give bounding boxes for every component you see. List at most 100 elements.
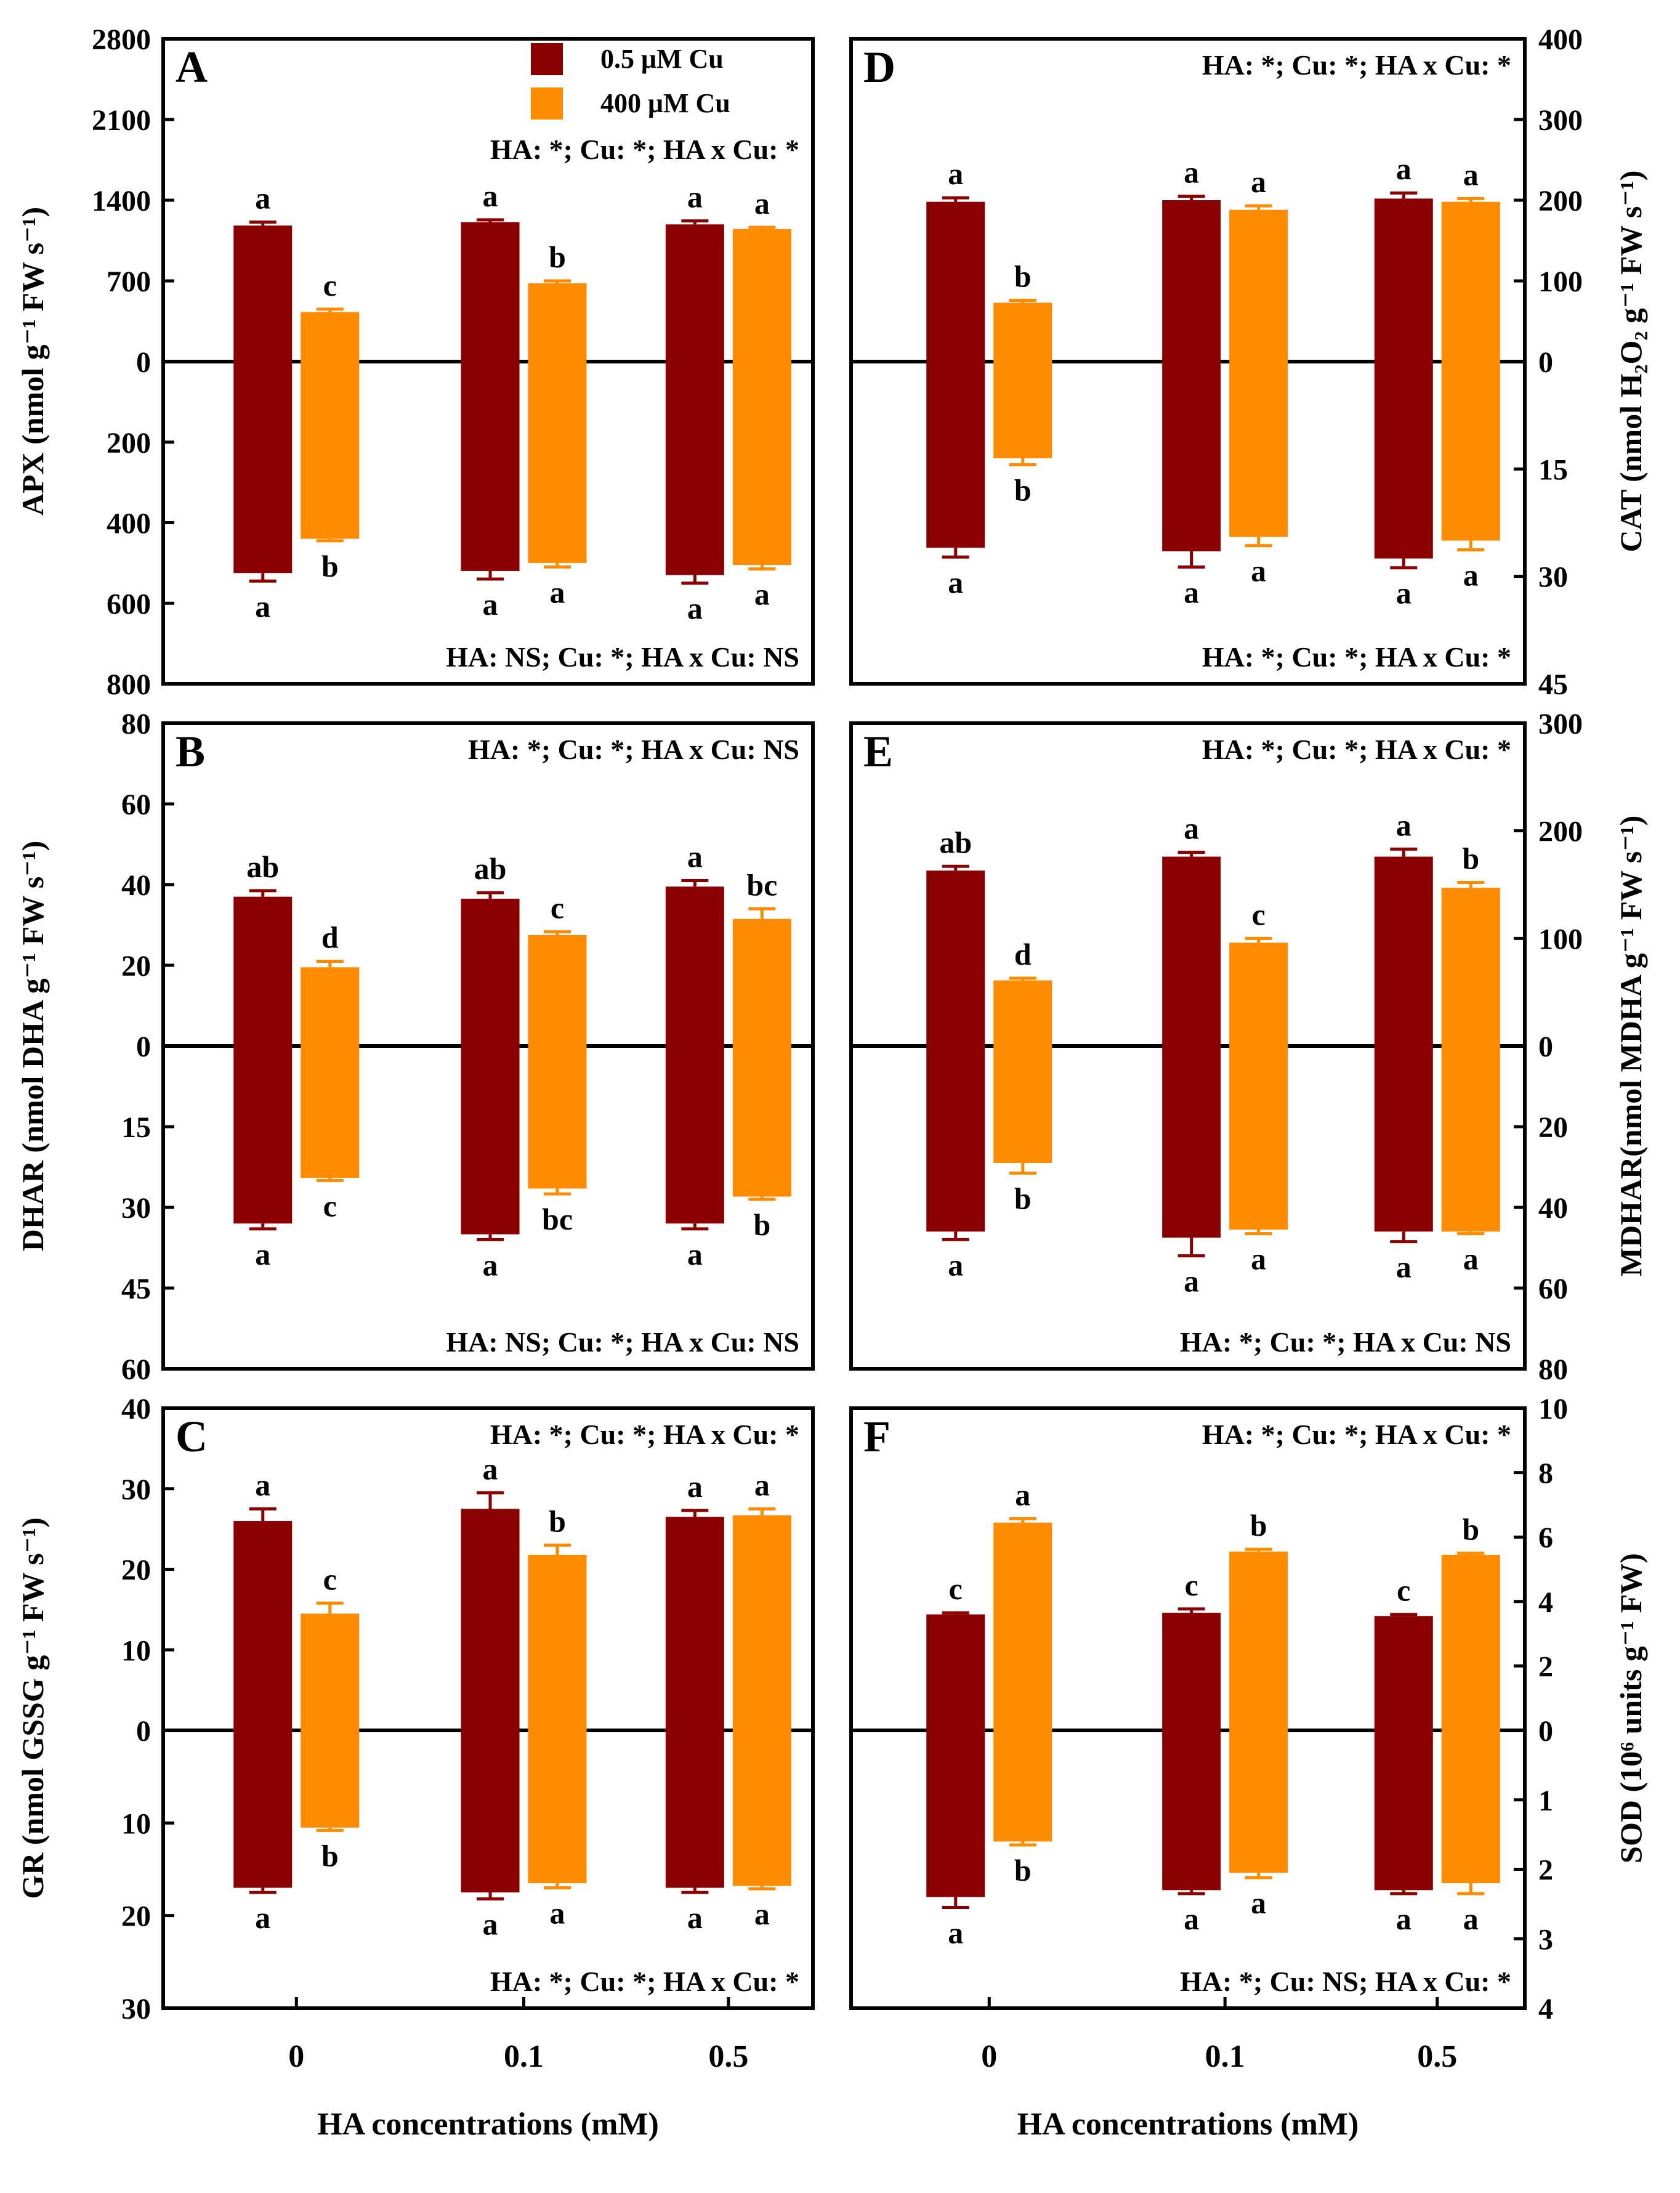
bar-top-low-cu	[233, 896, 293, 1046]
y-tick-label: 1400	[92, 185, 151, 217]
significance-letter: b	[1014, 1181, 1032, 1215]
y-tick-label: 30	[121, 1473, 151, 1506]
bar-top-high-cu	[1229, 942, 1288, 1046]
significance-letter: c	[551, 891, 564, 925]
significance-letter: a	[948, 565, 963, 599]
bar-top-low-cu	[1374, 198, 1433, 362]
bar-bottom-high-cu	[1229, 1046, 1288, 1230]
bar-bottom-low-cu	[926, 1046, 985, 1232]
significance-letter: a	[255, 1467, 270, 1502]
significance-letter: a	[1463, 157, 1479, 192]
bar-bottom-low-cu	[461, 1730, 520, 1893]
y-tick-label: 15	[1538, 453, 1568, 486]
bar-bottom-low-cu	[1374, 1730, 1433, 1891]
bar-bottom-low-cu	[665, 1730, 724, 1888]
y-tick-label: 300	[1538, 708, 1583, 740]
y-tick-label: 2	[1538, 1650, 1553, 1683]
bar-top-low-cu	[233, 1521, 293, 1730]
y-tick-label: 3	[1538, 1923, 1553, 1956]
y-tick-label: 0	[136, 1715, 151, 1748]
y-tick-label: 30	[1538, 561, 1568, 594]
y-tick-label: 60	[121, 788, 151, 821]
stats-annotation-top: HA: *; Cu: *; HA x Cu: *	[1202, 734, 1511, 765]
x-tick-label: 0	[288, 2039, 304, 2074]
significance-letter: a	[687, 180, 703, 214]
significance-letter: a	[754, 1467, 770, 1502]
panel-letter: E	[863, 727, 893, 776]
panel-letter: F	[863, 1412, 890, 1461]
significance-letter: a	[948, 1916, 963, 1950]
y-tick-label: 10	[121, 1634, 151, 1667]
significance-letter: a	[1184, 575, 1199, 610]
significance-letter: c	[323, 1562, 337, 1596]
x-tick-label: 0	[981, 2039, 997, 2074]
y-tick-label: 400	[1538, 23, 1583, 56]
significance-letter: a	[483, 587, 498, 622]
significance-letter: b	[549, 240, 566, 274]
bar-top-high-cu	[301, 1613, 360, 1730]
significance-letter: b	[1014, 259, 1032, 293]
significance-letter: a	[1184, 1902, 1199, 1936]
stats-annotation-top: HA: *; Cu: *; HA x Cu: *	[490, 134, 799, 165]
bar-bottom-low-cu	[461, 362, 520, 571]
bar-top-low-cu	[665, 1517, 724, 1730]
significance-letter: b	[1462, 841, 1479, 876]
significance-letter: b	[1014, 472, 1032, 507]
bar-bottom-low-cu	[1374, 1046, 1433, 1232]
bar-bottom-high-cu	[1229, 1730, 1288, 1873]
stats-annotation-bottom: HA: *; Cu: *; HA x Cu: NS	[1180, 1326, 1511, 1358]
y-tick-label: 80	[121, 708, 151, 740]
y-axis-label: APX (nmol g⁻¹ FW s⁻¹)	[15, 207, 50, 516]
significance-letter: a	[483, 1451, 498, 1486]
bar-bottom-low-cu	[461, 1046, 520, 1234]
bar-top-high-cu	[301, 967, 360, 1046]
significance-letter: c	[1397, 1573, 1410, 1608]
bar-bottom-low-cu	[233, 362, 293, 574]
stats-annotation-bottom: HA: *; Cu: NS; HA x Cu: *	[1180, 1966, 1511, 1997]
x-axis-label: HA concentrations (mM)	[1017, 2107, 1359, 2142]
bar-top-low-cu	[461, 1509, 520, 1730]
significance-letter: a	[1396, 152, 1411, 186]
significance-letter: a	[483, 1247, 498, 1282]
y-axis-label: CAT (nmol H₂O₂ g⁻¹ FW s⁻¹)	[1613, 171, 1648, 553]
bar-bottom-low-cu	[926, 362, 985, 548]
significance-letter: d	[321, 920, 339, 954]
significance-letter: b	[1250, 1508, 1267, 1542]
legend-label: 0.5 μM Cu	[600, 44, 724, 74]
bar-top-high-cu	[1229, 1551, 1288, 1730]
significance-letter: b	[321, 549, 339, 583]
bar-top-low-cu	[1162, 200, 1221, 362]
y-axis-label: DHAR (nmol DHA g⁻¹ FW s⁻¹)	[15, 841, 50, 1252]
y-tick-label: 300	[1538, 104, 1583, 137]
panel-frame	[849, 1406, 1527, 2010]
significance-letter: c	[1252, 897, 1266, 931]
y-axis-label: MDHAR(nmol MDHA g⁻¹ FW s⁻¹)	[1613, 816, 1648, 1276]
significance-letter: a	[948, 156, 963, 191]
y-tick-label: 700	[107, 266, 151, 298]
significance-letter: a	[550, 1896, 565, 1931]
bar-bottom-high-cu	[732, 1730, 791, 1886]
y-tick-label: 600	[107, 588, 151, 620]
significance-letter: a	[1396, 1250, 1411, 1284]
bar-top-low-cu	[665, 224, 724, 362]
y-tick-label: 0	[1538, 346, 1553, 379]
bar-bottom-high-cu	[528, 362, 587, 563]
bar-top-high-cu	[993, 1522, 1052, 1730]
significance-letter: a	[1184, 155, 1199, 189]
bar-bottom-high-cu	[1441, 1046, 1500, 1232]
y-tick-label: 100	[1538, 266, 1583, 298]
significance-letter: a	[483, 179, 498, 213]
y-tick-label: 2100	[92, 104, 151, 137]
significance-letter: a	[1184, 1264, 1199, 1299]
significance-letter: c	[949, 1571, 963, 1606]
y-tick-label: 45	[1538, 668, 1568, 701]
bar-bottom-low-cu	[1374, 362, 1433, 559]
bar-bottom-high-cu	[732, 1046, 791, 1197]
significance-letter: a	[754, 1897, 770, 1931]
bar-top-high-cu	[732, 1515, 791, 1730]
y-tick-label: 400	[107, 508, 151, 540]
legend: 0.5 μM Cu 400 μM Cu	[531, 43, 730, 120]
significance-letter: a	[687, 1469, 703, 1504]
bar-top-high-cu	[1229, 209, 1288, 362]
